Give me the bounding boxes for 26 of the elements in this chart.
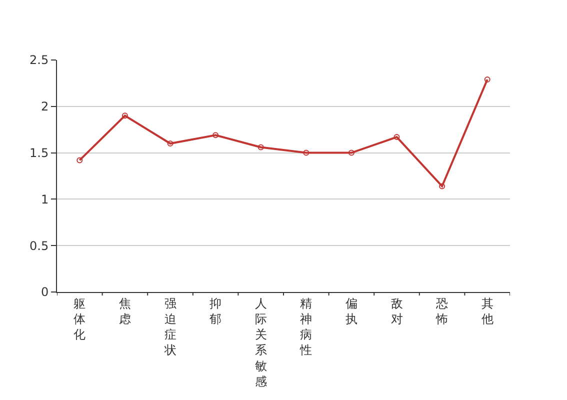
point bbox=[439, 183, 446, 190]
x-tick-label: 抑郁 bbox=[210, 296, 222, 326]
y-tick-label: 2.5 bbox=[30, 53, 49, 68]
y-tick-label: 2 bbox=[40, 100, 49, 114]
x-tick-label: 焦虑 bbox=[118, 296, 131, 326]
x-tick-label: 其他 bbox=[481, 296, 494, 326]
x-tick-label: 精神病性 bbox=[299, 296, 312, 358]
y-tick-label: 1 bbox=[40, 192, 49, 206]
y-tick-label: 0 bbox=[40, 285, 49, 300]
x-tick-label: 敌对 bbox=[390, 296, 403, 326]
point bbox=[484, 76, 490, 82]
point bbox=[212, 132, 219, 138]
point bbox=[258, 144, 264, 150]
x-tick-label: 躯体化 bbox=[74, 296, 86, 342]
x-tick-label: 强迫症状 bbox=[163, 296, 176, 358]
x-tick-label: 人际关系敏感 bbox=[254, 296, 267, 388]
point bbox=[394, 134, 400, 140]
point bbox=[76, 157, 83, 164]
point bbox=[303, 150, 310, 156]
x-tick-label: 偏执 bbox=[345, 296, 358, 326]
point bbox=[122, 112, 128, 119]
point bbox=[167, 140, 174, 147]
y-tick-label: 1.5 bbox=[30, 146, 49, 160]
point bbox=[348, 150, 354, 156]
x-tick-label: 恐怖 bbox=[435, 296, 448, 326]
y-tick-label: 0.5 bbox=[30, 238, 49, 253]
